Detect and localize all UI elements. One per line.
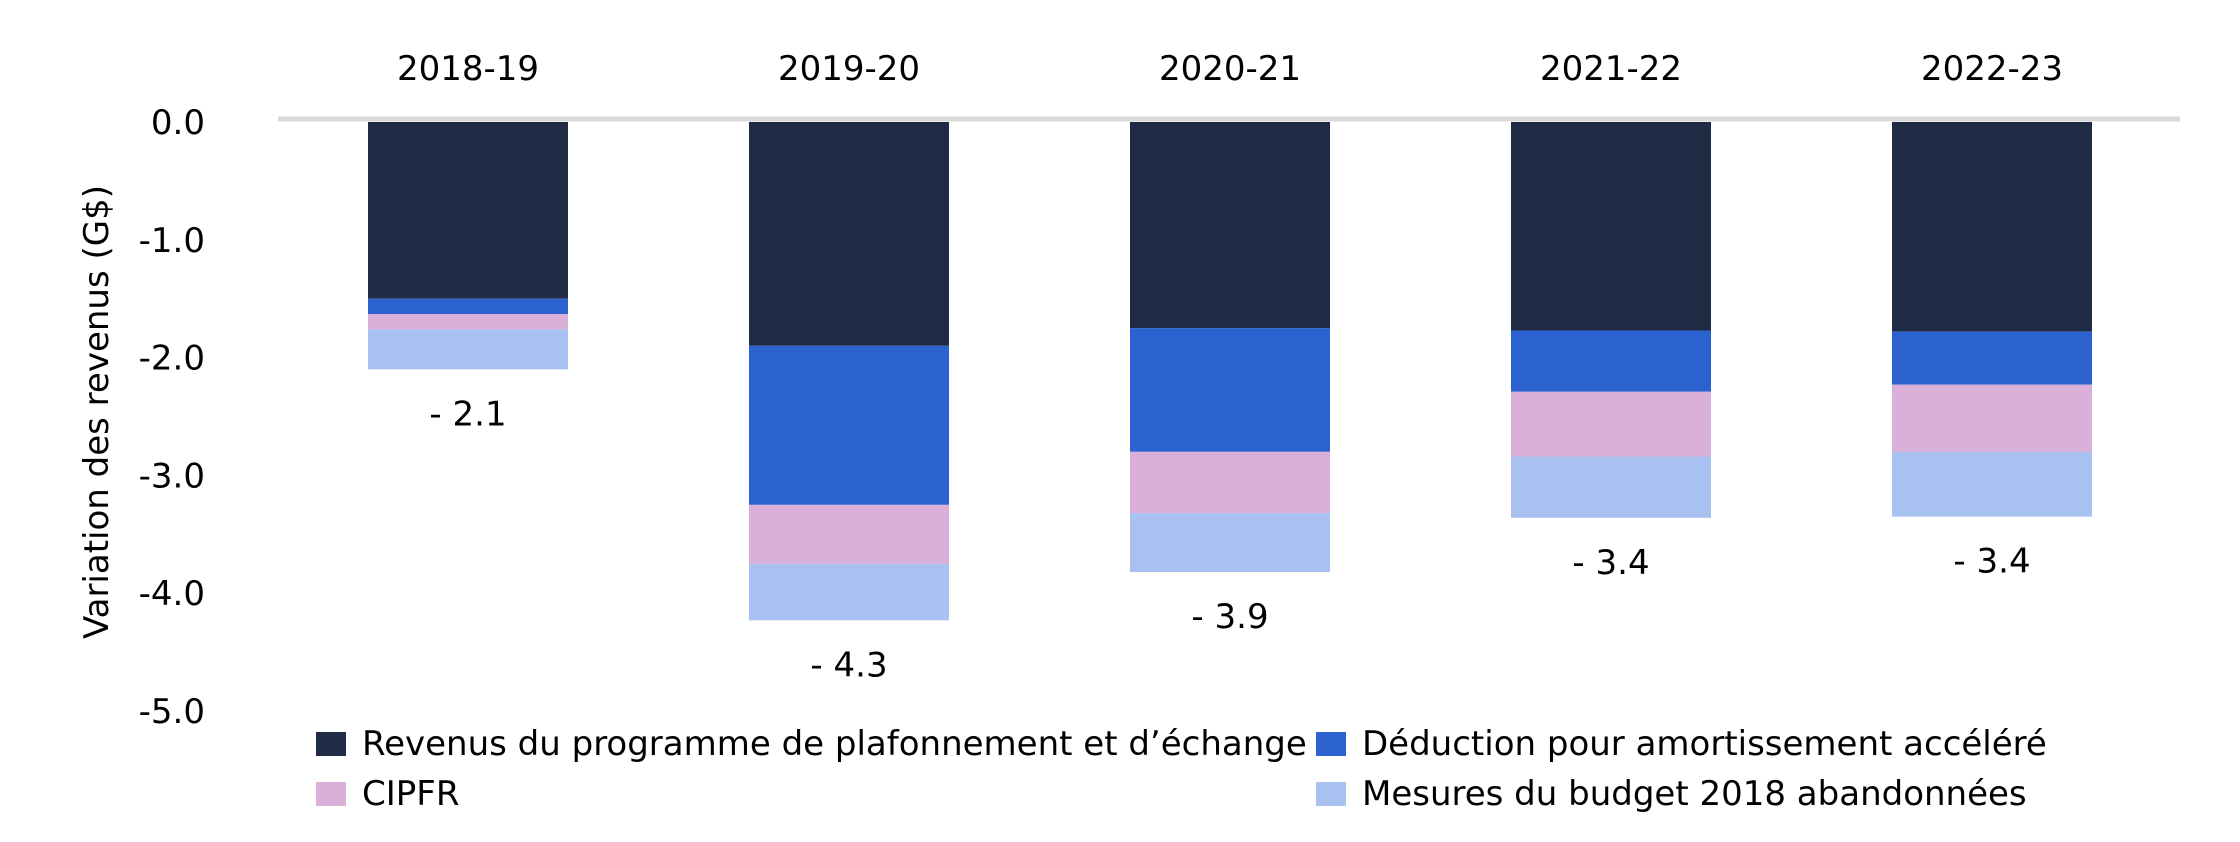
bar-segment xyxy=(1511,122,1711,331)
y-axis-title-group: Variation des revenus (G$) xyxy=(77,185,117,639)
y-tick-label: -3.0 xyxy=(139,456,205,496)
bar-segment xyxy=(1892,384,2092,452)
x-category-label: 2020-21 xyxy=(1159,49,1301,89)
bar-segment xyxy=(368,298,568,315)
legend-swatch-deduction xyxy=(1316,732,1346,756)
total-value-label: - 3.4 xyxy=(1953,542,2030,582)
bar-segment xyxy=(749,563,949,621)
bar-segment xyxy=(749,345,949,505)
bar-segment xyxy=(1892,331,2092,385)
total-value-label: - 3.9 xyxy=(1191,597,1268,637)
total-labels: - 2.1 - 4.3 - 3.9 - 3.4 - 3.4 xyxy=(429,394,2030,685)
bar-segment xyxy=(368,122,568,299)
legend-swatch-mesures xyxy=(1316,782,1346,806)
y-tick-label: 0.0 xyxy=(151,103,205,143)
x-category-label: 2022-23 xyxy=(1921,49,2063,89)
y-ticks: 0.0 -1.0 -2.0 -3.0 -4.0 -5.0 xyxy=(139,103,205,732)
legend-item-deduction: Déduction pour amortissement accéléré xyxy=(1316,724,2047,764)
x-category-label: 2018-19 xyxy=(397,49,539,89)
legend-swatch-revenus xyxy=(316,732,346,756)
y-tick-label: -4.0 xyxy=(139,574,205,614)
legend-label-deduction: Déduction pour amortissement accéléré xyxy=(1362,724,2047,764)
legend: Revenus du programme de plafonnement et … xyxy=(316,722,2216,832)
y-tick-label: -5.0 xyxy=(139,692,205,732)
total-value-label: - 4.3 xyxy=(810,645,887,685)
total-value-label: - 3.4 xyxy=(1572,543,1649,583)
bar-segment xyxy=(1511,391,1711,457)
legend-label-revenus: Revenus du programme de plafonnement et … xyxy=(362,724,1307,764)
y-axis-title: Variation des revenus (G$) xyxy=(77,185,117,639)
legend-label-cipfr: CIPFR xyxy=(362,774,460,814)
legend-item-revenus: Revenus du programme de plafonnement et … xyxy=(316,724,1307,764)
bar-segment xyxy=(1892,451,2092,517)
bar-segment xyxy=(1130,122,1330,329)
bar-segment xyxy=(368,314,568,330)
bar-segment xyxy=(1511,456,1711,518)
bar-segment xyxy=(1892,122,2092,332)
legend-swatch-cipfr xyxy=(316,782,346,806)
bar-segment xyxy=(1130,328,1330,452)
x-category-label: 2021-22 xyxy=(1540,49,1682,89)
y-tick-label: -2.0 xyxy=(139,339,205,379)
bar-segment xyxy=(749,122,949,346)
bar-segment xyxy=(1511,330,1711,392)
bar-segment xyxy=(368,329,568,370)
y-tick-label: -1.0 xyxy=(139,221,205,261)
legend-item-mesures: Mesures du budget 2018 abandonnées xyxy=(1316,774,2027,814)
bar-segment xyxy=(1130,513,1330,572)
legend-item-cipfr: CIPFR xyxy=(316,774,459,814)
bar-segment xyxy=(1130,451,1330,514)
bars xyxy=(368,122,2092,621)
bar-segment xyxy=(749,504,949,564)
x-category-labels: 2018-19 2019-20 2020-21 2021-22 2022-23 xyxy=(397,49,2063,89)
legend-label-mesures: Mesures du budget 2018 abandonnées xyxy=(1362,774,2027,814)
total-value-label: - 2.1 xyxy=(429,394,506,434)
x-category-label: 2019-20 xyxy=(778,49,920,89)
